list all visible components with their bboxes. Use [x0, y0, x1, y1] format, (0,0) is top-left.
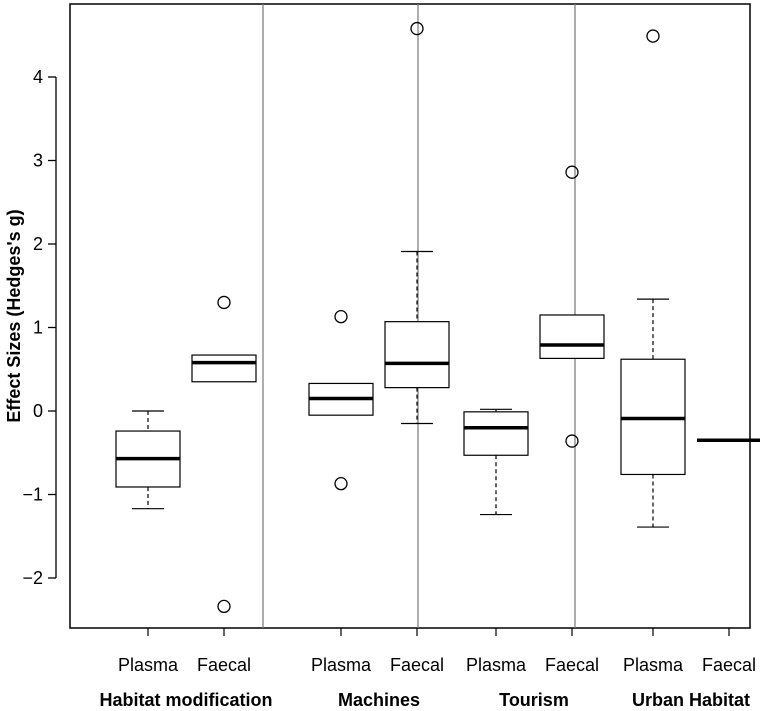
y-tick-label: 0: [33, 401, 43, 421]
outlier-point: [217, 295, 231, 310]
box-tourism-plasma: [463, 408, 529, 516]
outlier-point: [646, 29, 660, 43]
y-tick-label: 3: [33, 151, 43, 171]
box-machines-plasma: [308, 309, 374, 491]
outlier-point: [565, 165, 579, 179]
group-label: Urban Habitat: [632, 690, 750, 710]
group-label: Machines: [338, 690, 420, 710]
box-urban-habitat-plasma: [620, 29, 686, 528]
box-machines-faecal: [384, 21, 450, 425]
outlier-point: [334, 309, 348, 324]
box-iqr: [539, 314, 605, 359]
x-category-label: Faecal: [545, 655, 599, 675]
x-category-label: Plasma: [466, 655, 527, 675]
x-category-label: Faecal: [702, 655, 756, 675]
y-tick-label: 2: [33, 234, 43, 254]
outlier-point: [217, 599, 231, 614]
y-tick-label: −1: [22, 485, 43, 505]
y-axis-title: Effect Sizes (Hedges's g): [4, 209, 24, 422]
x-category-label: Faecal: [197, 655, 251, 675]
group-label: Habitat modification: [99, 690, 272, 710]
box-iqr: [463, 411, 529, 456]
box-habitat-modification-faecal: [191, 295, 257, 614]
outlier-point: [334, 476, 348, 491]
x-category-label: Faecal: [390, 655, 444, 675]
y-tick-label: −2: [22, 568, 43, 588]
plot-frame: [69, 3, 751, 629]
x-category-label: Plasma: [118, 655, 179, 675]
x-category-label: Plasma: [311, 655, 372, 675]
outlier-point: [410, 21, 424, 36]
outlier-point: [565, 434, 579, 448]
y-tick-label: 4: [33, 67, 43, 87]
y-tick-label: 1: [33, 318, 43, 338]
group-label: Tourism: [499, 690, 569, 710]
box-iqr: [191, 354, 257, 383]
x-category-label: Plasma: [623, 655, 684, 675]
box-habitat-modification-plasma: [115, 410, 181, 510]
box-tourism-faecal: [539, 165, 605, 448]
box-iqr: [384, 321, 450, 389]
